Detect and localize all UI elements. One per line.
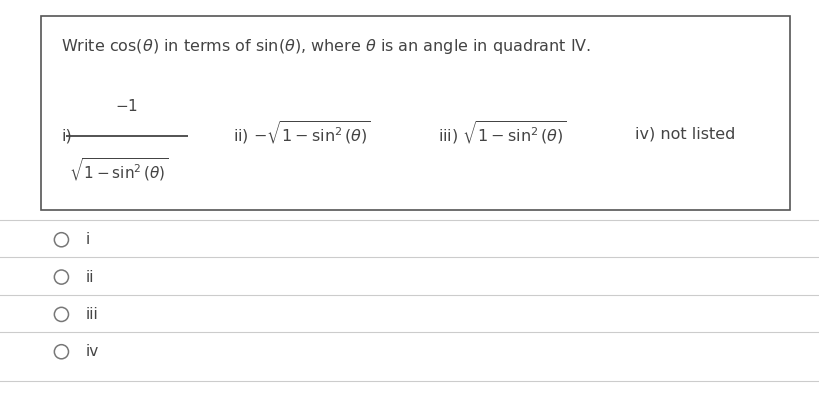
Text: i: i <box>86 232 90 247</box>
Text: ii: ii <box>86 270 94 285</box>
Text: iii: iii <box>86 307 99 322</box>
Text: iv) not listed: iv) not listed <box>635 126 735 141</box>
Text: iii) $\sqrt{1-\sin^2(\theta)}$: iii) $\sqrt{1-\sin^2(\theta)}$ <box>438 120 567 147</box>
Text: $\sqrt{1-\sin^2(\theta)}$: $\sqrt{1-\sin^2(\theta)}$ <box>69 157 169 184</box>
Ellipse shape <box>54 345 69 359</box>
Text: Write $\cos(\theta)$ in terms of $\sin(\theta)$, where $\theta$ is an angle in q: Write $\cos(\theta)$ in terms of $\sin(\… <box>61 37 591 56</box>
FancyBboxPatch shape <box>41 16 790 210</box>
Ellipse shape <box>54 233 69 247</box>
Ellipse shape <box>54 270 69 284</box>
Ellipse shape <box>54 307 69 321</box>
Text: ii) $-\sqrt{1-\sin^2(\theta)}$: ii) $-\sqrt{1-\sin^2(\theta)}$ <box>233 120 371 147</box>
Text: i): i) <box>61 128 72 143</box>
Text: iv: iv <box>86 344 99 359</box>
Text: $-1$: $-1$ <box>115 98 138 114</box>
